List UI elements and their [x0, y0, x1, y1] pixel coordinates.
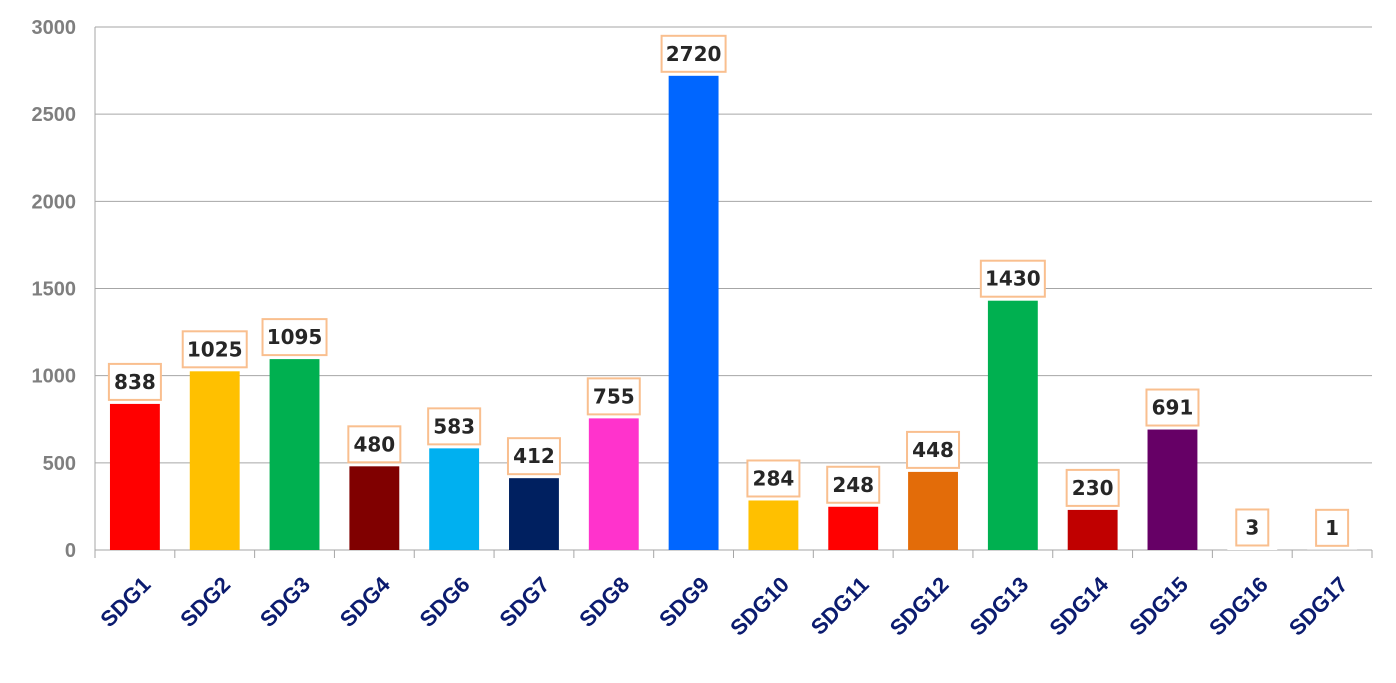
y-axis-tick-labels: 0 500 1000 1500 2000 2500 3000 [32, 17, 77, 562]
bars [109, 75, 1358, 551]
data-label: 448 [912, 438, 954, 462]
data-label: 838 [114, 370, 156, 394]
x-axis-tick-labels: SDG1 SDG2 SDG3 SDG4 SDG6 SDG7 SDG8 SDG9 SDG10 SDG… [95, 571, 1352, 640]
bar-sdg3 [269, 359, 320, 550]
data-label: 248 [832, 473, 874, 497]
data-label-box [1145, 388, 1200, 427]
x-tick-label: SDG12 [885, 572, 954, 641]
bar-sdg7 [509, 478, 559, 550]
data-label: 3 [1245, 515, 1259, 539]
data-label: 412 [513, 444, 555, 468]
bar-sdg6 [429, 448, 480, 550]
data-label-box [660, 34, 727, 73]
data-label-box [181, 330, 248, 369]
bar-sdg1 [109, 403, 160, 550]
data-label: 583 [433, 414, 475, 438]
data-label-box [427, 407, 482, 446]
bar-sdg2 [189, 371, 240, 550]
bar-sdg14 [1067, 509, 1118, 550]
data-label: 1 [1325, 516, 1339, 540]
bar-sdg4 [349, 466, 400, 550]
y-tick-label: 2000 [32, 191, 77, 213]
data-label: 1095 [267, 325, 323, 349]
x-tick-label: SDG16 [1204, 572, 1273, 641]
x-tick-label: SDG6 [415, 572, 475, 632]
data-label: 755 [593, 384, 635, 408]
x-tick-label: SDG1 [95, 572, 155, 632]
bar-sdg13 [987, 300, 1038, 550]
data-label-box [1235, 508, 1270, 547]
data-label: 2720 [666, 42, 722, 66]
x-tick-label: SDG11 [806, 572, 874, 640]
y-tick-label: 0 [65, 540, 76, 562]
data-label: 480 [353, 432, 395, 456]
data-label-box [586, 377, 641, 416]
data-label-box [1315, 508, 1350, 547]
x-tick-label: SDG8 [574, 572, 634, 632]
data-label-box [1065, 468, 1120, 507]
y-tick-label: 3000 [32, 17, 77, 39]
bar-sdg8 [588, 418, 639, 550]
y-tick-label: 1000 [32, 366, 77, 388]
data-label: 284 [753, 466, 795, 490]
bar-sdg16 [1227, 549, 1278, 550]
x-tick-label: SDG4 [335, 571, 396, 632]
data-label-box [826, 465, 881, 504]
y-tick-label: 2500 [32, 104, 77, 126]
data-label: 691 [1152, 396, 1194, 420]
data-label: 1025 [187, 337, 243, 361]
bar-sdg15 [1147, 429, 1198, 550]
data-label-box [506, 437, 561, 476]
x-tick-label: SDG17 [1284, 572, 1353, 641]
x-tick-label: SDG2 [175, 572, 235, 632]
bar-sdg9 [668, 75, 719, 551]
bar-sdg12 [908, 471, 958, 550]
bar-sdg11 [828, 506, 879, 550]
data-label-box [979, 259, 1046, 298]
data-label: 230 [1072, 476, 1114, 500]
x-tick-label: SDG13 [965, 572, 1034, 641]
data-label-box [261, 318, 328, 357]
data-labels: 838 1025 1095 480 583 412 755 2720 284 248 448 1430… [107, 34, 1350, 547]
data-label-box [347, 425, 402, 464]
data-label: 1430 [985, 267, 1041, 291]
x-tick-label: SDG3 [255, 572, 315, 632]
x-tick-label: SDG14 [1044, 571, 1113, 640]
y-tick-label: 1500 [32, 279, 77, 301]
data-label-box [107, 362, 162, 401]
x-tick-label: SDG9 [654, 572, 714, 632]
data-label-box [746, 459, 801, 498]
x-tick-label: SDG15 [1124, 572, 1193, 641]
x-tick-label: SDG7 [494, 572, 554, 632]
data-label-box [906, 430, 961, 469]
x-tick-label: SDG10 [725, 572, 794, 641]
y-tick-label: 500 [43, 453, 76, 475]
bar-sdg10 [748, 500, 799, 550]
